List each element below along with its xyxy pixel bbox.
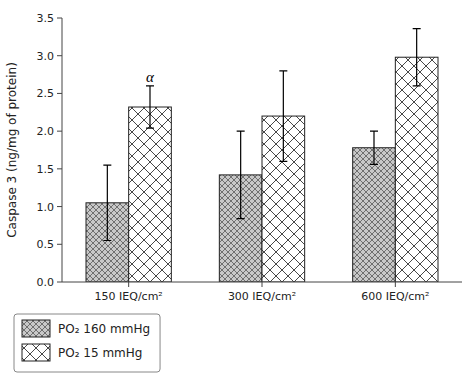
annotation: α [146,69,155,85]
y-tick [57,18,62,19]
bars [86,29,438,282]
legend-swatch [22,344,50,361]
y-tick [57,131,62,132]
error-bar [146,86,154,128]
bar [395,57,438,282]
y-tick-label: 2.0 [37,125,55,138]
y-tick [57,93,62,94]
y-tick-label: 1.5 [37,163,55,176]
legend-label: PO₂ 160 mmHg [58,322,150,336]
y-tick-label: 1.0 [37,201,55,214]
y-tick [57,168,62,169]
legend-frame [14,314,160,372]
y-tick [57,206,62,207]
y-axis-label: Caspase 3 (ng/mg of protein) [5,62,19,238]
y-axis: 0.0 0.5 1.0 1.5 2.0 2.5 3.0 3.5 [37,12,63,289]
x-tick-label: 300 IEQ/cm² [228,290,296,303]
x-tick [262,282,263,287]
error-bar [103,165,111,240]
y-tick [57,55,62,56]
y-tick-label: 2.5 [37,87,55,100]
bar [129,107,172,282]
x-tick-label: 600 IEQ/cm² [361,290,429,303]
error-bar [237,131,245,218]
y-tick-label: 0.5 [37,238,55,251]
legend: PO₂ 160 mmHg PO₂ 15 mmHg [14,314,160,372]
y-tick [57,244,62,245]
x-tick-label: 150 IEQ/cm² [95,290,163,303]
x-tick [128,282,129,287]
x-tick [395,282,396,287]
chart: 0.0 0.5 1.0 1.5 2.0 2.5 3.0 3.5 Caspase 3 (ng/mg… [0,0,474,389]
legend-swatch [22,320,50,337]
error-bar [413,29,421,86]
y-tick-label: 0.0 [37,276,55,289]
y-tick-label: 3.0 [37,50,55,63]
y-tick-label: 3.5 [37,12,55,25]
error-bar [370,131,378,164]
bar [353,148,396,282]
y-axis-line [62,18,63,282]
legend-label: PO₂ 15 mmHg [58,346,142,360]
error-bar [279,71,287,162]
y-tick [57,282,62,283]
